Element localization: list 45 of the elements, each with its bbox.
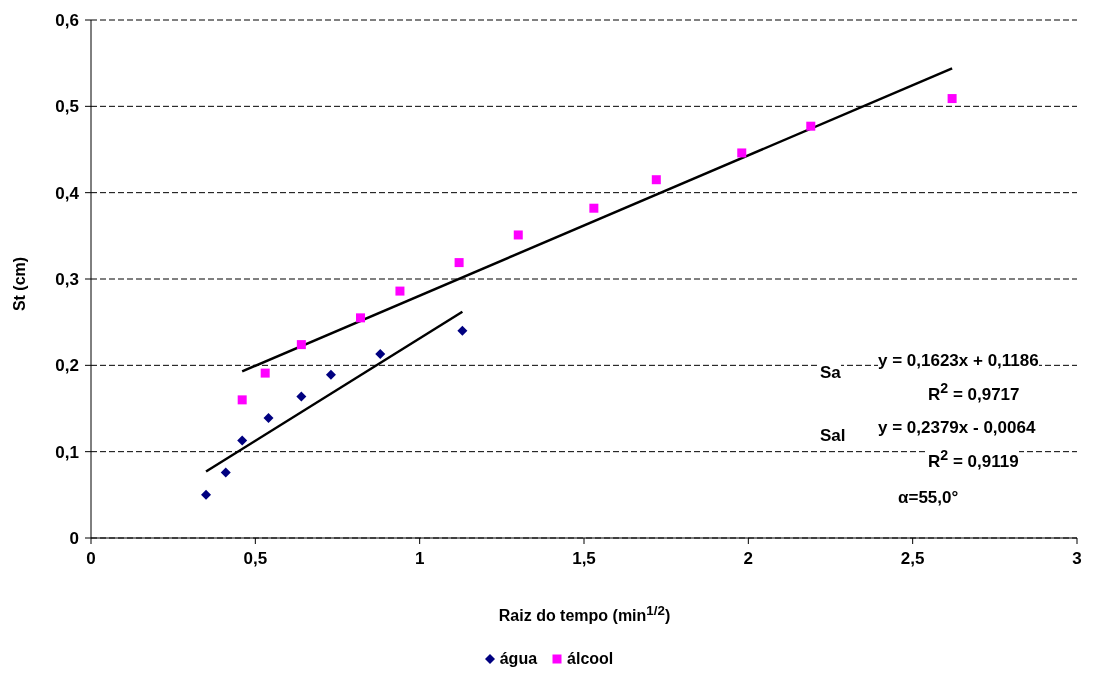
x-tick-label: 2,5 (900, 549, 925, 569)
x-tick-label: 2 (743, 549, 754, 569)
point (395, 286, 405, 296)
x-tick-label: 3 (1072, 549, 1082, 569)
point (589, 203, 599, 213)
point (651, 175, 661, 185)
point (356, 313, 366, 323)
point (237, 395, 247, 405)
annotation: Sa (820, 363, 841, 383)
point (947, 94, 957, 104)
point (737, 148, 747, 158)
annotation: Sal (820, 426, 846, 446)
point (260, 368, 270, 378)
legend-label: álcool (567, 650, 614, 668)
point (237, 435, 248, 446)
point (201, 489, 212, 500)
x-tick-label: 0,5 (243, 549, 268, 569)
y-tick-label: 0,6 (55, 11, 79, 31)
y-tick-label: 0 (69, 529, 79, 549)
y-tick-label: 0,5 (55, 97, 79, 117)
annotation: α=55,0° (898, 488, 959, 508)
point (263, 413, 274, 423)
y-tick-label: 0,1 (55, 442, 79, 462)
x-axis-title: Raiz do tempo (min$^{1/2}$) (497, 603, 672, 626)
annotation: R$^{2}$ = 0,9119 (928, 445, 1019, 472)
x-tick-label: 1 (414, 549, 425, 569)
annotation: R$^{2}$ = 0,9717 (928, 378, 1020, 405)
point (220, 467, 231, 478)
point (513, 230, 523, 240)
point (296, 391, 307, 402)
y-tick-label: 0,2 (55, 356, 79, 376)
annotation: y = 0,2379x - 0,0064 (878, 418, 1036, 438)
y-axis-title: St (cm) (11, 256, 29, 312)
y-tick-label: 0,3 (55, 270, 79, 290)
x-tick-label: 1,5 (572, 549, 596, 569)
point (806, 121, 816, 131)
point (457, 325, 468, 336)
x-tick-label: 0 (86, 549, 96, 569)
legend-label: água (499, 650, 538, 668)
y-tick-label: 0,4 (55, 183, 80, 203)
point (454, 258, 464, 268)
point (375, 349, 386, 360)
annotation: y = 0,1623x + 0,1186 (878, 351, 1039, 371)
point (325, 369, 336, 380)
point (296, 340, 306, 350)
